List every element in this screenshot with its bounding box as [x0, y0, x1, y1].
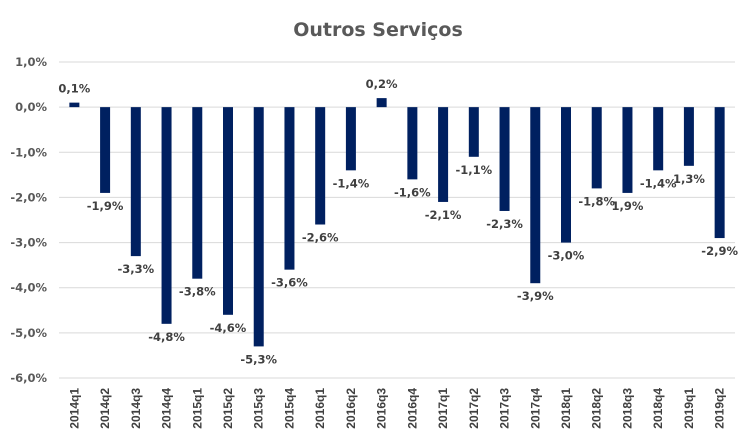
bar-2014q4: [161, 107, 172, 324]
x-tick-label: 2014q4: [160, 388, 174, 429]
bar-2014q2: [100, 107, 111, 193]
data-label: 1,3%: [673, 172, 705, 186]
bar-2018q3: [622, 107, 633, 193]
gridlines: [59, 61, 735, 379]
bar-2019q1: [683, 107, 694, 166]
x-tick-label: 2015q2: [221, 388, 235, 429]
y-tick-label: -3,0%: [10, 236, 47, 250]
x-tick-label: 2018q3: [620, 388, 634, 429]
data-label: -2,1%: [425, 208, 462, 222]
x-tick-label: 2016q3: [375, 388, 389, 429]
y-tick-label: -1,0%: [10, 145, 47, 159]
data-label: 0,2%: [366, 77, 398, 91]
bar-2018q1: [561, 107, 571, 243]
bar-2014q1: [69, 102, 80, 108]
x-tick-label: 2016q2: [344, 388, 358, 429]
data-label: -2,9%: [701, 244, 738, 258]
data-labels: 0,1% -1,9% -3,3% -4,8% -3,8% -4,6% -5,3% -3,6% -…: [58, 77, 738, 366]
bar-2015q2: [223, 107, 233, 315]
bar-2016q2: [345, 107, 356, 171]
x-axis-ticks: 2014q1 2014q2 2014q3 2014q4 2015q1 2015q2 2015…: [67, 388, 726, 429]
data-label: -1,4%: [640, 176, 677, 190]
bar-2015q4: [284, 107, 295, 270]
x-tick-label: 2017q1: [436, 388, 450, 429]
data-label: -3,0%: [548, 249, 585, 263]
x-tick-label: 2019q2: [713, 388, 727, 429]
data-label: -4,8%: [148, 330, 185, 344]
data-label: -1,6%: [394, 185, 431, 199]
data-label: -1,8%: [578, 194, 615, 208]
data-label: -1,9%: [87, 199, 124, 213]
data-label: 0,1%: [58, 82, 90, 96]
data-label: -3,6%: [271, 276, 308, 290]
bar-2016q1: [315, 107, 326, 225]
data-label: -1,1%: [455, 163, 492, 177]
bar-2016q4: [407, 107, 418, 180]
data-label: -3,9%: [517, 289, 554, 303]
bar-2014q3: [130, 107, 141, 257]
x-tick-label: 2017q4: [528, 388, 542, 429]
x-tick-label: 2018q2: [590, 388, 604, 429]
x-tick-label: 2018q4: [651, 388, 665, 429]
y-tick-label: 1,0%: [15, 55, 47, 69]
x-tick-label: 2018q1: [559, 388, 573, 429]
bar-2017q1: [438, 107, 449, 202]
y-axis-ticks: 1,0% 0,0% -1,0% -2,0% -3,0% -4,0% -5,0% -6,0%: [10, 55, 47, 385]
bar-2019q2: [714, 107, 725, 239]
bars: [69, 98, 725, 347]
bar-2017q2: [468, 107, 479, 157]
x-tick-label: 2017q3: [498, 388, 512, 429]
data-label: -2,6%: [302, 231, 339, 245]
x-tick-label: 2017q2: [467, 388, 481, 429]
y-tick-label: -5,0%: [10, 326, 47, 340]
x-tick-label: 2016q1: [313, 388, 327, 429]
bar-2015q3: [253, 107, 264, 347]
y-tick-label: -2,0%: [10, 190, 47, 204]
data-label: -3,3%: [117, 262, 154, 276]
chart-title: Outros Serviços: [293, 19, 463, 41]
data-label: -1,4%: [333, 176, 370, 190]
data-label: -3,8%: [179, 285, 216, 299]
y-tick-label: -6,0%: [10, 371, 47, 385]
data-label: -5,3%: [240, 352, 277, 366]
y-tick-label: 0,0%: [15, 100, 47, 114]
bar-2017q4: [530, 107, 541, 284]
bar-2018q4: [653, 107, 664, 171]
x-tick-label: 2019q1: [682, 388, 696, 429]
bar-2015q1: [192, 107, 203, 279]
data-label: 1,9%: [612, 199, 644, 213]
data-label: -4,6%: [210, 321, 247, 335]
y-tick-label: -4,0%: [10, 281, 47, 295]
bar-2017q3: [499, 107, 510, 211]
x-tick-label: 2016q4: [405, 388, 419, 429]
x-tick-label: 2015q4: [282, 388, 296, 429]
x-tick-label: 2014q3: [129, 388, 143, 429]
bar-2018q2: [591, 107, 602, 189]
x-tick-label: 2015q1: [190, 388, 204, 429]
bar-2016q3: [376, 98, 387, 108]
data-label: -2,3%: [486, 217, 523, 231]
x-tick-label: 2015q3: [252, 388, 266, 429]
x-tick-label: 2014q1: [67, 388, 81, 429]
x-tick-label: 2014q2: [98, 388, 112, 429]
